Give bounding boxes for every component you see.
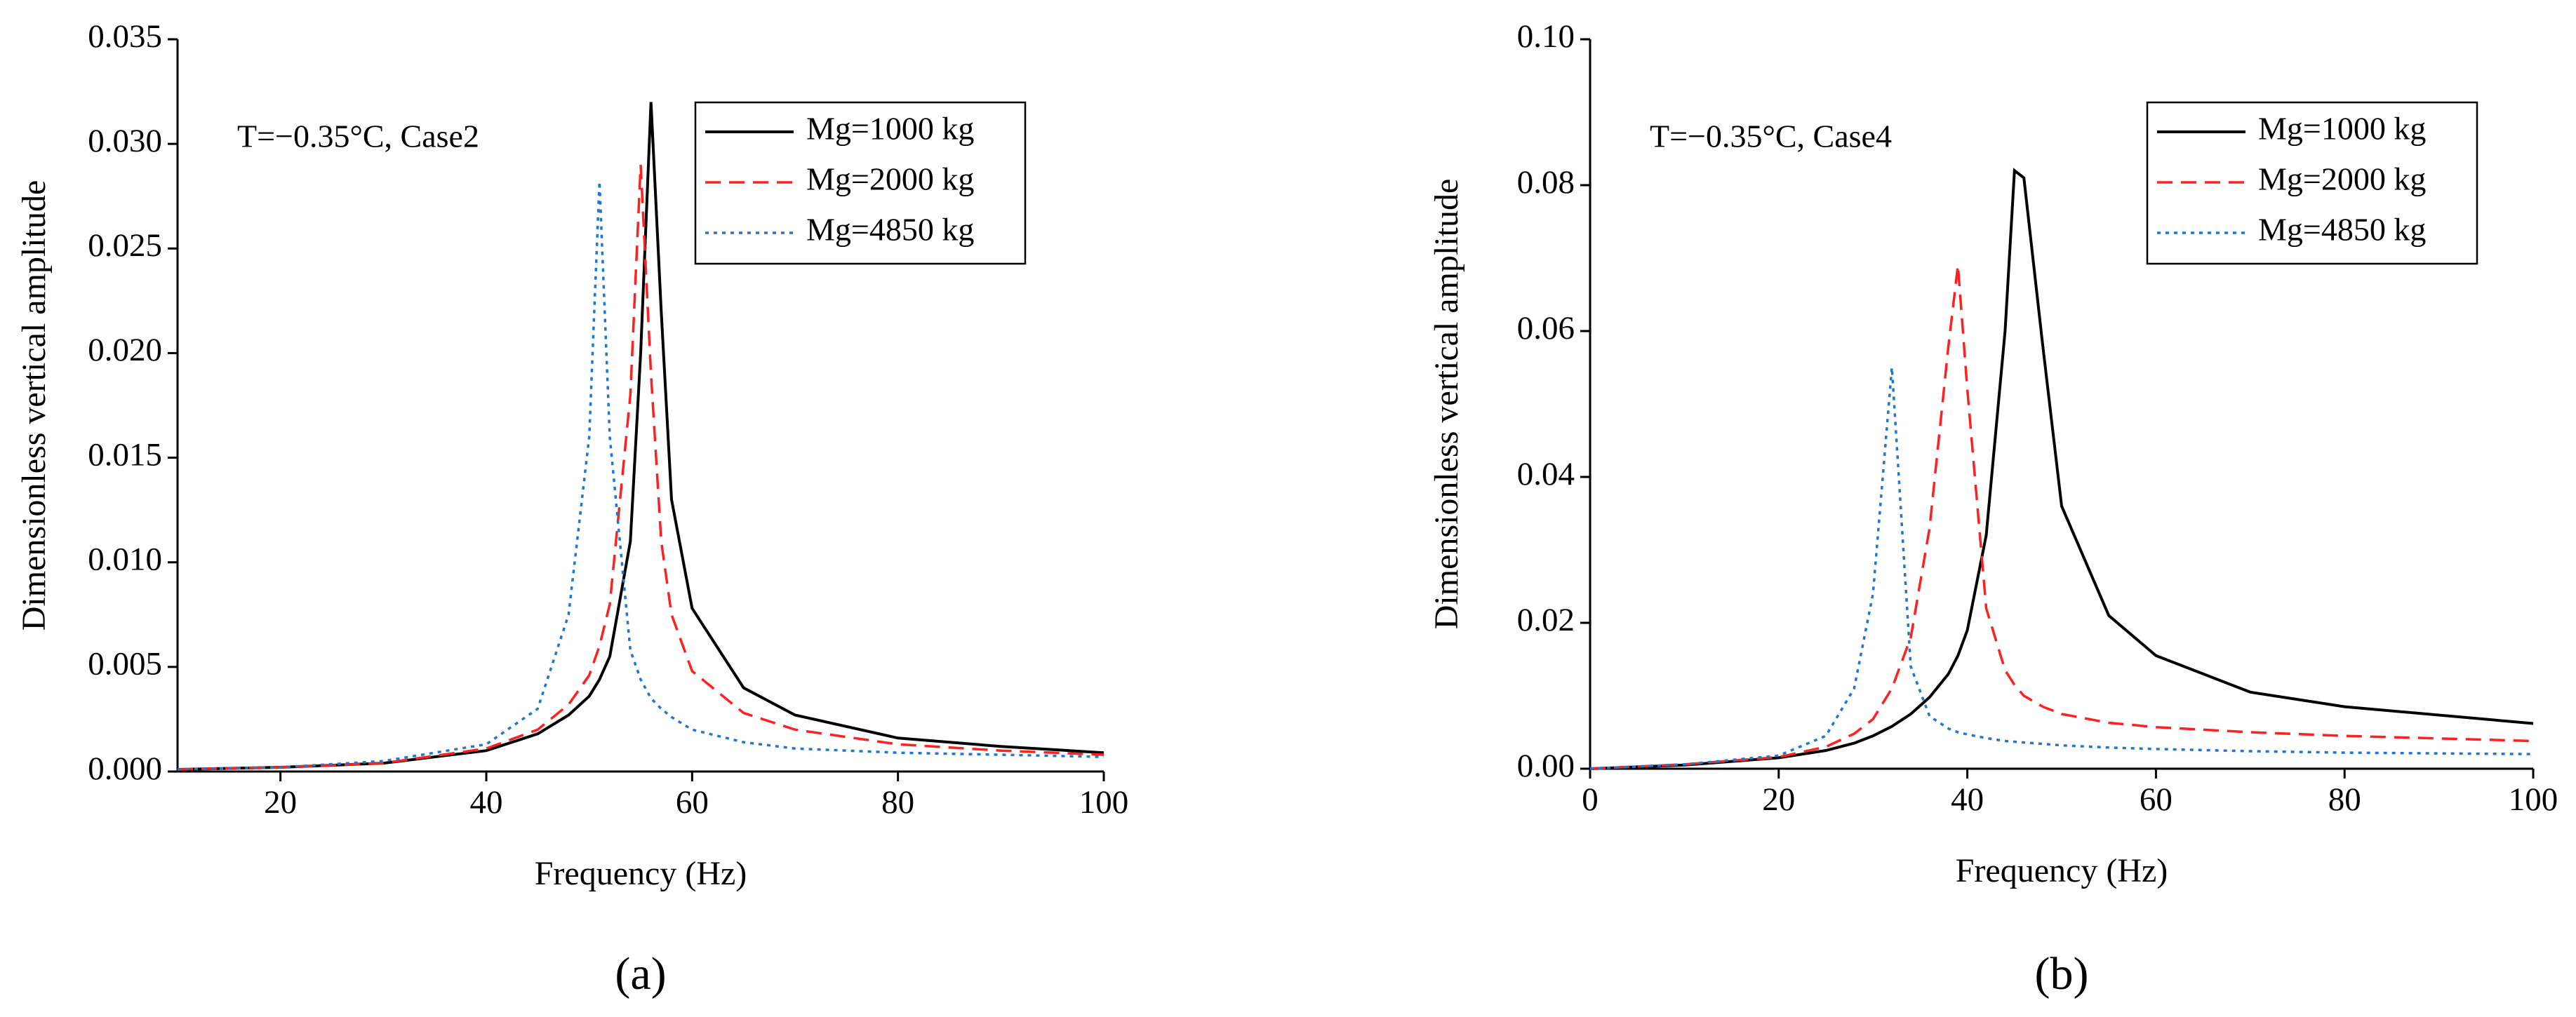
y-tick-label: 0.10: [1517, 18, 1575, 55]
y-axis-title: Dimensionless vertical amplitude: [1428, 179, 1465, 630]
series-line: [1589, 168, 2534, 770]
series-line: [177, 164, 1105, 771]
x-axis-title: Frequency (Hz): [535, 855, 747, 892]
series-line: [1589, 367, 2534, 770]
panel-label: (a): [615, 948, 666, 999]
x-tick-label: 20: [264, 784, 297, 821]
y-tick-label: 0.010: [88, 541, 162, 577]
panel-label: (b): [2035, 948, 2089, 999]
series-line: [1589, 265, 2534, 770]
y-tick-label: 0.025: [88, 227, 162, 264]
x-tick-label: 60: [676, 784, 709, 821]
x-axis-title: Frequency (Hz): [1956, 852, 2168, 889]
x-tick-label: 80: [2328, 781, 2361, 818]
legend-label: Mg=2000 kg: [806, 161, 974, 197]
y-axis-title: Dimensionless vertical amplitude: [15, 180, 53, 631]
y-tick-label: 0.02: [1517, 602, 1575, 638]
legend-label: Mg=1000 kg: [2258, 111, 2426, 147]
x-tick-label: 100: [1079, 784, 1129, 821]
annotation: T=−0.35°C, Case2: [237, 119, 479, 154]
x-tick-label: 100: [2509, 781, 2558, 818]
x-tick-label: 40: [470, 784, 503, 821]
legend-label: Mg=1000 kg: [806, 111, 974, 147]
legend-label: Mg=2000 kg: [2258, 161, 2426, 197]
legend-label: Mg=4850 kg: [2258, 212, 2426, 248]
y-tick-label: 0.000: [88, 750, 162, 787]
x-tick-label: 20: [1762, 781, 1795, 818]
x-tick-label: 40: [1951, 781, 1984, 818]
y-tick-label: 0.00: [1517, 748, 1575, 784]
legend-label: Mg=4850 kg: [806, 212, 974, 248]
x-tick-label: 60: [2140, 781, 2173, 818]
y-tick-label: 0.015: [88, 436, 162, 473]
y-tick-label: 0.035: [88, 18, 162, 55]
legend-box: [2146, 101, 2478, 265]
y-tick-label: 0.005: [88, 646, 162, 682]
y-tick-label: 0.08: [1517, 164, 1575, 201]
series-line: [177, 181, 1105, 771]
x-tick-label: 0: [1582, 781, 1599, 818]
series-line: [177, 102, 1105, 771]
y-tick-label: 0.04: [1517, 456, 1575, 492]
annotation: T=−0.35°C, Case4: [1650, 119, 1892, 154]
y-tick-label: 0.030: [88, 123, 162, 159]
legend-box: [694, 101, 1027, 265]
y-tick-label: 0.020: [88, 332, 162, 368]
x-tick-label: 80: [881, 784, 914, 821]
y-tick-label: 0.06: [1517, 310, 1575, 346]
